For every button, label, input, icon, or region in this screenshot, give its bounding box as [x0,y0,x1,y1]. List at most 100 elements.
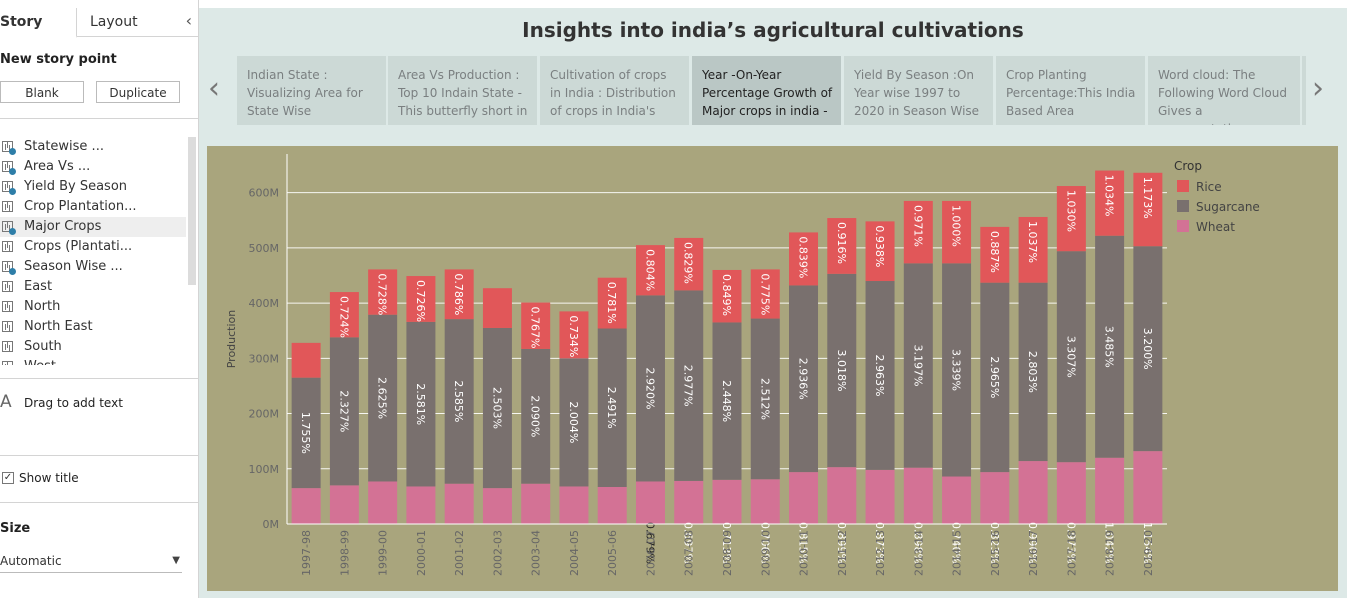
sheet-item[interactable]: West [0,357,186,365]
data-label: 3.307% [1064,336,1077,378]
bar-sugarcane [903,263,933,468]
story-point-caption[interactable]: Year -On-Year Percentage Growth of Major… [692,56,841,125]
sheet-list: Statewise ... Area Vs ... Yield By Season C… [0,137,196,365]
data-label: 1.173% [1141,177,1154,219]
x-tick-label: 2015-16 [989,530,1002,576]
sheet-item[interactable]: Yield By Season [0,177,186,197]
previous-story-point-icon[interactable]: ‹ [208,71,220,106]
sheet-item-label: North [24,299,61,314]
bar-sugarcane [942,263,972,477]
sheet-item[interactable]: South [0,337,186,357]
data-label: 2.448% [720,380,733,422]
x-tick-label: 2004-05 [568,530,581,576]
x-tick-label: 2009-10 [759,530,772,576]
data-label: 3.018% [835,350,848,392]
bar-rice [942,200,972,264]
bar-sugarcane [1133,246,1163,452]
x-tick-label: 2010-11 [798,530,811,576]
drag-to-add-text[interactable]: Drag to add text [24,396,123,410]
tab-story[interactable]: Story [0,8,77,38]
bar-wheat [559,486,589,524]
story-point-caption[interactable]: Indian State : Visualizing Area for Stat… [237,56,386,125]
show-title-label: Show title [19,471,79,485]
data-label: 0.938% [873,225,886,267]
bar-wheat [674,480,704,524]
bar-sugarcane [789,285,819,473]
data-label: 0.786% [452,273,465,315]
story-point-caption[interactable]: Cultivation of crops in India : Distribu… [540,56,689,125]
bar-wheat [789,472,819,524]
x-tick-label: 2019-20 [1142,530,1155,576]
data-label: 0.898% [911,522,924,564]
sheet-item-label: Major Crops [24,219,102,234]
used-check-icon [9,148,16,155]
story-point-caption[interactable]: Crop Planting Percentage:This India Base… [996,56,1145,125]
bar-rice [597,277,627,329]
x-tick-label: 2008-09 [721,530,734,576]
bar-wheat [597,487,627,524]
sheet-item[interactable]: Area Vs ... [0,157,186,177]
y-tick-label: 500M [249,242,280,255]
bar-rice [789,232,819,286]
bar-wheat [1133,451,1163,524]
story-point-caption[interactable]: Yield By Season :On Year wise 1997 to 20… [844,56,993,125]
divider [0,455,198,456]
bar-wheat [980,472,1010,524]
bar-rice [1133,172,1163,247]
sheet-item[interactable]: Crop Plantation... [0,197,186,217]
bar-sugarcane [521,348,551,484]
bar-rice [329,292,359,338]
next-story-point-icon[interactable]: › [1312,71,1324,106]
x-tick-label: 1999-00 [377,530,390,576]
bar-sugarcane [712,322,742,480]
story-point-caption-edge[interactable] [1302,56,1306,125]
story-point-caption[interactable]: Word cloud: The Following Word Cloud Giv… [1148,56,1300,125]
worksheet-icon [2,281,13,292]
x-tick-label: 2002-03 [491,530,504,576]
y-tick-label: 200M [249,408,280,421]
pane-tabs: Story Layout ‹ [0,8,198,38]
size-dropdown[interactable]: Automatic ▼ [0,552,182,573]
data-label: 1.042% [1103,522,1116,564]
sheet-item[interactable]: North East [0,317,186,337]
bar-sugarcane [750,318,780,480]
sheet-item[interactable]: East [0,277,186,297]
used-check-icon [9,268,16,275]
bar-sugarcane [1056,251,1086,463]
data-label: 0.679% [643,522,656,564]
bar-wheat [329,485,359,524]
data-label: 0.767% [529,307,542,349]
show-title-checkbox[interactable]: ✓ [2,472,14,484]
bar-rice [903,200,933,264]
sheet-item[interactable]: Season Wise ... [0,257,186,277]
bar-wheat [942,476,972,524]
sheet-item[interactable]: North [0,297,186,317]
story-point-caption[interactable]: Area Vs Production : Top 10 Indain State… [388,56,537,125]
x-tick-label: 2014-15 [951,530,964,576]
sheet-item[interactable]: Major Crops [0,217,186,237]
data-label: 0.873% [873,522,886,564]
sheet-item[interactable]: Crops (Plantati... [0,237,186,257]
data-label: 0.971% [911,205,924,247]
sheet-item[interactable]: Statewise ... [0,137,186,157]
data-label: 0.804% [643,249,656,291]
duplicate-button[interactable]: Duplicate [96,81,180,103]
tab-layout[interactable]: Layout [90,14,138,30]
data-label: 1.755% [299,412,312,454]
x-tick-label: 2007-08 [683,530,696,576]
data-label: 0.823% [988,522,1001,564]
collapse-pane-icon[interactable]: ‹ [185,11,192,30]
x-tick-label: 2005-06 [606,530,619,576]
blank-button[interactable]: Blank [0,81,84,103]
data-label: 0.706% [758,522,771,564]
bar-rice [712,269,742,323]
worksheet-icon [2,261,13,272]
data-label: 0.724% [337,296,350,338]
bar-rice [674,237,704,291]
bar-sugarcane [329,337,359,486]
story-pane: Story Layout ‹ New story point Blank Dup… [0,0,199,598]
used-check-icon [9,228,16,235]
bar-sugarcane [674,290,704,481]
legend-swatch [1177,220,1189,232]
sheet-list-scrollbar[interactable] [188,137,196,285]
